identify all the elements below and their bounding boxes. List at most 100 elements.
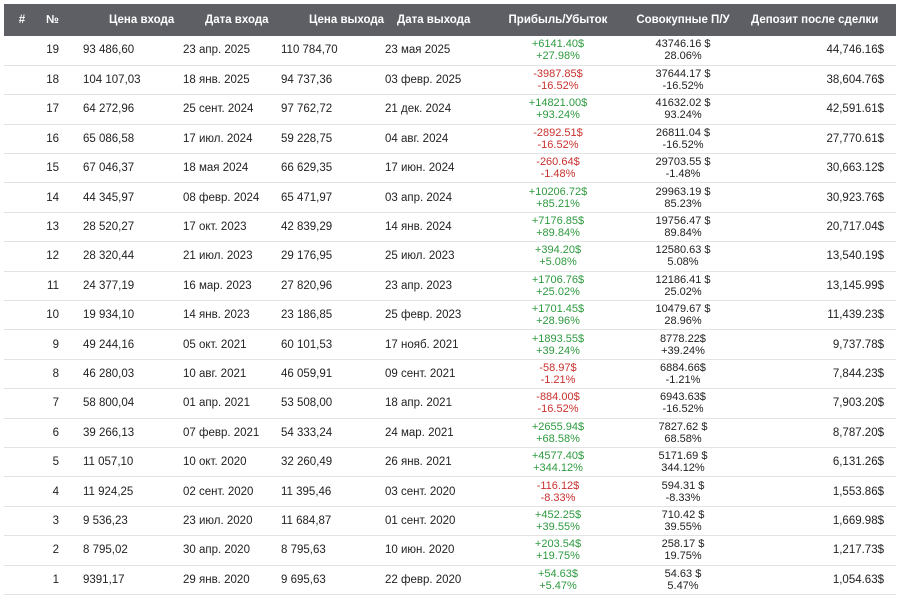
column-header-hash[interactable]: #: [18, 14, 26, 26]
entry-price: 24 377,19: [83, 279, 135, 292]
row-hash-cell: [4, 154, 40, 183]
cumulative-amount: 19756.47 $: [655, 215, 711, 228]
trade-number: 17: [46, 103, 59, 116]
table-row[interactable]: 14 44 345,97 08 февр. 2024 65 471,97 03 апр.…: [4, 183, 896, 213]
table-row[interactable]: 11 24 377,19 16 мар. 2023 27 820,96 23 апр. …: [4, 271, 896, 301]
entry-date: 23 июл. 2020: [183, 514, 253, 527]
profit-loss-percent: +68.58%: [536, 432, 580, 445]
row-hash-cell: [4, 418, 40, 447]
cumulative-percent: 28.06%: [664, 50, 702, 63]
column-header-exit-date[interactable]: Дата выхода: [397, 14, 471, 26]
deposit-after-trade: 42,591.61$: [826, 103, 884, 116]
cumulative-pl-cell: 6943.63$ -16.52%: [615, 389, 751, 418]
deposit-after-trade: 13,540.19$: [826, 250, 884, 263]
profit-loss-amount: +54.63$: [537, 567, 579, 580]
entry-price: 58 800,04: [83, 397, 135, 410]
table-row[interactable]: 2 8 795,02 30 апр. 2020 8 795,63 10 июн. 202…: [4, 536, 896, 566]
row-hash-cell: [4, 301, 40, 330]
column-header-number[interactable]: №: [46, 14, 59, 26]
cumulative-percent: 28.96%: [664, 315, 702, 328]
cumulative-amount: 258.17 $: [661, 538, 705, 551]
deposit-after-trade: 7,903.20$: [832, 397, 884, 410]
table-row[interactable]: 6 39 266,13 07 февр. 2021 54 333,24 24 мар. …: [4, 418, 896, 448]
cumulative-pl-cell: 7827.62 $68.58%: [615, 418, 751, 447]
profit-loss-cell: +4577.40$ +344.12%: [501, 447, 615, 476]
trades-table: # № Цена входа Дата входа Цена выхода Да…: [4, 4, 896, 595]
column-header-cumulative-pl[interactable]: Совокупные П/У: [636, 14, 730, 26]
table-body: 19 93 486,60 23 апр. 2025 110 784,70 23 мая …: [4, 36, 896, 595]
column-header-entry-price[interactable]: Цена входа: [109, 14, 175, 26]
profit-loss-amount: +203.54$: [534, 538, 582, 551]
profit-loss-amount: +7176.85$: [531, 215, 585, 228]
exit-price: 66 629,35: [281, 162, 333, 175]
profit-loss-percent: +89.84%: [536, 227, 580, 240]
table-row[interactable]: 18 104 107,03 18 янв. 2025 94 737,36 03 февр…: [4, 65, 896, 95]
entry-date: 02 сент. 2020: [183, 485, 254, 498]
table-row[interactable]: 12 28 320,44 21 июл. 2023 29 176,95 25 июл. …: [4, 242, 896, 272]
table-row[interactable]: 8 46 280,03 10 авг. 2021 46 059,91 09 сент. …: [4, 359, 896, 389]
profit-loss-cell: +2655.94$ +68.58%: [501, 418, 615, 447]
table-row[interactable]: 9 49 244,16 05 окт. 2021 60 101,53 17 нояб. …: [4, 330, 896, 360]
column-header-exit-price[interactable]: Цена выхода: [309, 14, 385, 26]
entry-price: 46 280,03: [83, 367, 135, 380]
table-row[interactable]: 15 67 046,37 18 мая 2024 66 629,35 17 июн. 2…: [4, 154, 896, 183]
profit-loss-amount: +394.20$: [534, 244, 582, 257]
exit-date: 21 дек. 2024: [385, 103, 452, 116]
deposit-after-trade: 7,844.23$: [832, 367, 884, 380]
row-hash-cell: [4, 565, 40, 594]
column-header-deposit[interactable]: Депозит после сделки: [751, 14, 879, 26]
row-hash-cell: [4, 330, 40, 359]
cumulative-percent: 68.58%: [664, 432, 702, 445]
entry-price: 28 320,44: [83, 250, 135, 263]
cumulative-pl-cell: 6884.66$ -1.21%: [615, 359, 751, 388]
trade-number: 16: [46, 132, 59, 145]
trade-number: 6: [52, 426, 59, 439]
profit-loss-cell: -58.97$ -1.21%: [501, 359, 615, 388]
table-row[interactable]: 5 11 057,10 10 окт. 2020 32 260,49 26 янв. 2…: [4, 447, 896, 477]
profit-loss-amount: +2655.94$: [531, 420, 585, 433]
exit-date: 24 мар. 2021: [385, 426, 454, 439]
deposit-after-trade: 1,553.86$: [832, 485, 884, 498]
row-hash-cell: [4, 36, 40, 65]
deposit-after-trade: 9,737.78$: [832, 338, 884, 351]
exit-date: 26 янв. 2021: [385, 456, 452, 469]
table-row[interactable]: 3 9 536,23 23 июл. 2020 11 684,87 01 сент. 2…: [4, 506, 896, 536]
table-row[interactable]: 13 28 520,27 17 окт. 2023 42 839,29 14 янв. …: [4, 212, 896, 242]
profit-loss-amount: +14821.00$: [528, 97, 588, 110]
table-row[interactable]: 19 93 486,60 23 апр. 2025 110 784,70 23 мая …: [4, 36, 896, 66]
entry-price: 64 272,96: [83, 103, 135, 116]
header-row: # № Цена входа Дата входа Цена выхода Да…: [4, 4, 896, 36]
profit-loss-percent: +25.02%: [536, 285, 580, 298]
column-header-profit-loss[interactable]: Прибыль/Убыток: [508, 14, 608, 26]
entry-price: 9 536,23: [83, 514, 128, 527]
table-row[interactable]: 7 58 800,04 01 апр. 2021 53 508,00 18 апр. 2…: [4, 389, 896, 419]
entry-date: 17 июл. 2024: [183, 132, 253, 145]
profit-loss-cell: +1893.55$ +39.24%: [501, 330, 615, 359]
table-row[interactable]: 16 65 086,58 17 июл. 2024 59 228,75 04 авг. …: [4, 124, 896, 154]
deposit-after-trade: 11,439.23$: [827, 309, 884, 322]
exit-date: 25 июл. 2023: [385, 250, 455, 263]
entry-date: 10 авг. 2021: [183, 367, 247, 380]
cumulative-percent: 25.02%: [664, 285, 702, 298]
entry-price: 9391,17: [83, 573, 125, 586]
entry-price: 19 934,10: [83, 309, 135, 322]
profit-loss-amount: -116.12$: [536, 479, 580, 492]
exit-price: 110 784,70: [281, 44, 338, 57]
table-row[interactable]: 10 19 934,10 14 янв. 2023 23 186,85 25 февр.…: [4, 301, 896, 330]
row-hash-cell: [4, 124, 40, 153]
table-row[interactable]: 4 11 924,25 02 сент. 2020 11 395,46 03 сент.…: [4, 477, 896, 507]
column-header-entry-date[interactable]: Дата входа: [205, 14, 269, 26]
cumulative-percent: 85.23%: [664, 197, 702, 210]
row-hash-cell: [4, 212, 40, 241]
trade-number: 7: [52, 397, 59, 410]
profit-loss-percent: +39.24%: [536, 344, 580, 357]
deposit-after-trade: 6,131.26$: [832, 456, 884, 469]
profit-loss-amount: -884.00$: [536, 391, 580, 404]
table-row[interactable]: 17 64 272,96 25 сент. 2024 97 762,72 21 дек.…: [4, 95, 896, 125]
deposit-after-trade: 8,787.20$: [832, 426, 884, 439]
profit-loss-amount: -58.97$: [539, 361, 577, 374]
cumulative-amount: 5171.69 $: [658, 450, 708, 463]
exit-date: 18 апр. 2021: [385, 397, 452, 410]
table-row[interactable]: 1 9391,17 29 янв. 2020 9 695,63 22 февр. 202…: [4, 565, 896, 595]
cumulative-percent: -1.21%: [665, 373, 701, 386]
